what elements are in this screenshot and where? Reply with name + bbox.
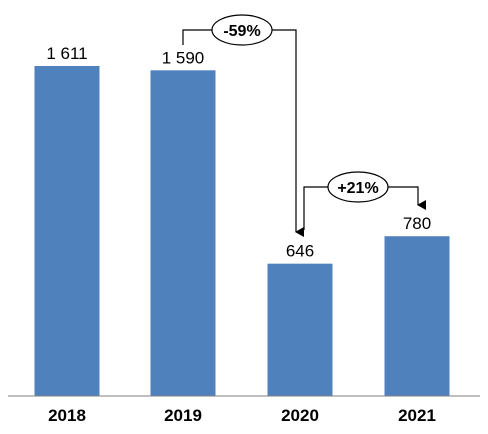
value-label-2018: 1 611	[46, 44, 87, 63]
bar-2021	[384, 236, 450, 396]
x-tick-label-2019: 2019	[164, 406, 202, 425]
change-label-0: -59%	[223, 23, 260, 40]
x-tick-label-2018: 2018	[48, 406, 86, 425]
value-labels-group: 1 611 1 590 646 780	[46, 44, 431, 261]
bar-2018	[34, 66, 100, 396]
x-tick-labels-group: 2018 2019 2020 2021	[48, 406, 436, 425]
bar-2020	[267, 263, 333, 396]
x-tick-label-2020: 2020	[281, 406, 319, 425]
value-label-2020: 646	[286, 242, 314, 261]
value-label-2019: 1 590	[162, 48, 205, 67]
bar-2019	[150, 70, 216, 397]
change-label-1: +21%	[337, 180, 378, 197]
bars-group	[34, 66, 450, 397]
change-annotations-group: -59% +21%	[182, 14, 426, 237]
change-bubble-0	[211, 14, 273, 46]
x-tick-label-2021: 2021	[398, 406, 436, 425]
value-label-2021: 780	[403, 214, 431, 233]
change-bubble-1	[327, 171, 389, 203]
